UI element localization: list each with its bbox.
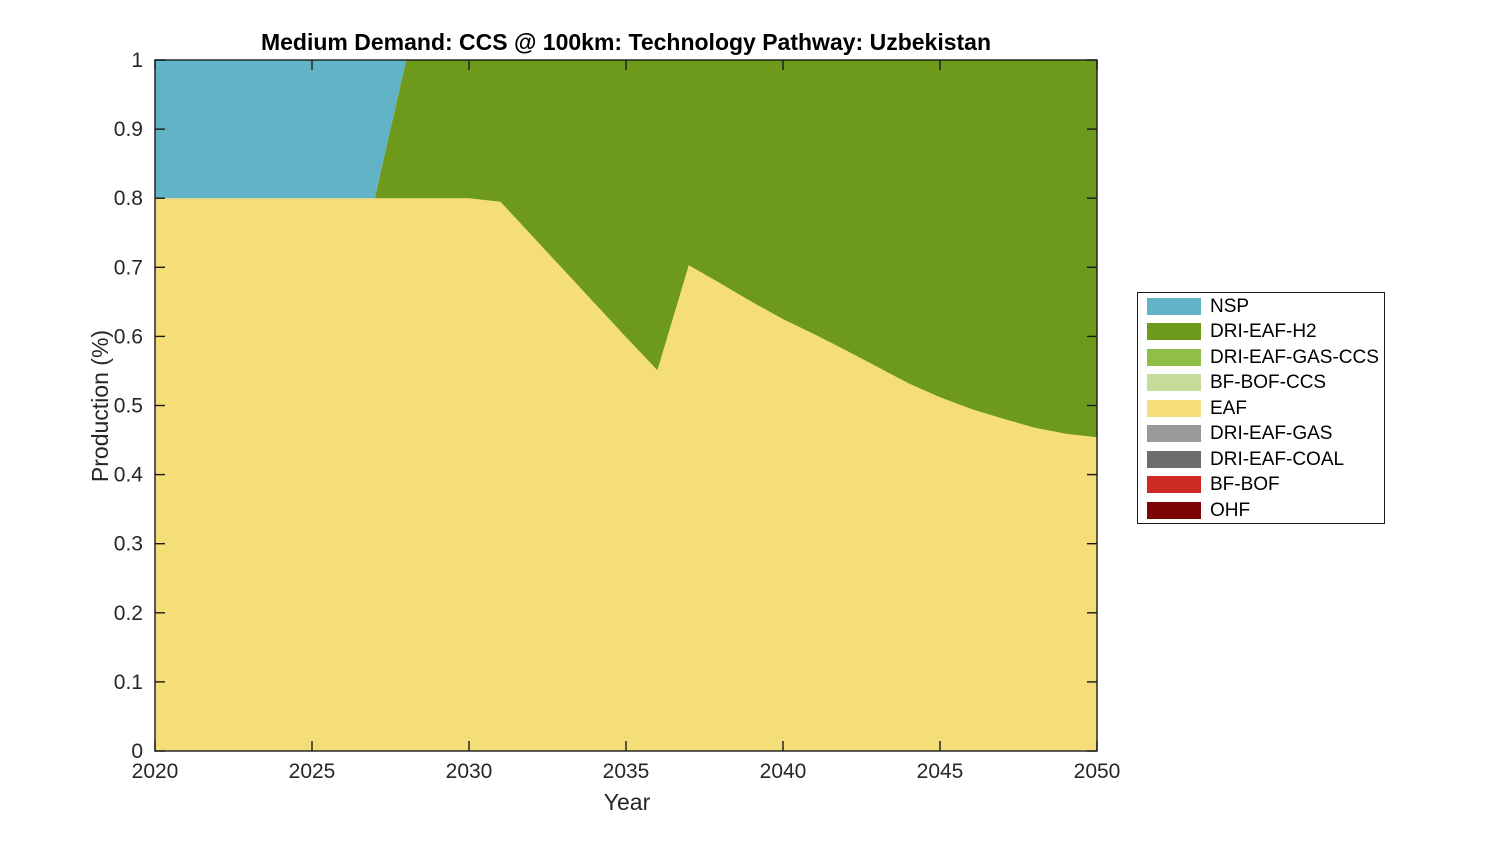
y-tick-label: 0.5 <box>114 395 143 418</box>
legend-swatch <box>1147 501 1201 519</box>
legend-item-DRI-EAF-COAL: DRI-EAF-COAL <box>1138 446 1384 472</box>
y-tick-label: 0.6 <box>114 325 143 348</box>
y-tick-label: 1 <box>131 49 143 72</box>
area-series-group <box>155 60 1097 751</box>
legend-label: NSP <box>1210 295 1250 317</box>
x-tick-label: 2045 <box>917 760 964 783</box>
legend-item-OHF: OHF <box>1138 497 1384 523</box>
legend-swatch <box>1147 425 1201 442</box>
legend-swatch <box>1147 374 1201 391</box>
x-tick-label: 2035 <box>603 760 650 783</box>
chart-title: Medium Demand: CCS @ 100km: Technology P… <box>261 29 991 55</box>
legend-item-DRI-EAF-H2: DRI-EAF-H2 <box>1138 319 1384 345</box>
legend-label: EAF <box>1210 397 1247 419</box>
x-tick-label: 2020 <box>132 760 179 783</box>
legend-label: DRI-EAF-GAS <box>1210 423 1333 444</box>
y-tick-label: 0 <box>131 740 143 763</box>
x-tick-label: 2030 <box>446 760 493 783</box>
legend-label: DRI-EAF-COAL <box>1210 448 1345 470</box>
legend-item-DRI-EAF-GAS: DRI-EAF-GAS <box>1138 421 1384 447</box>
y-tick-labels-group: 0 0.1 0.2 0.3 0.4 0.5 0.6 0.7 0.8 0.9 1 <box>114 49 144 763</box>
area-DRI-EAF-H2 <box>155 60 1097 438</box>
x-tick-label: 2040 <box>760 760 807 783</box>
x-tick-label: 2025 <box>289 760 336 783</box>
y-tick-label: 0.7 <box>114 256 143 279</box>
y-tick-label: 0.8 <box>114 187 143 210</box>
plot-border <box>154 59 1098 752</box>
legend-label: BF-BOF <box>1210 474 1280 495</box>
y-tick-label: 0.1 <box>114 671 143 694</box>
legend-item-BF-BOF-CCS: BF-BOF-CCS <box>1138 370 1384 396</box>
area-NSP <box>155 60 1097 199</box>
legend-swatch <box>1147 348 1201 366</box>
legend-swatch <box>1147 323 1201 340</box>
legend-box: NSP DRI-EAF-H2 DRI-EAF-GAS-CCS BF-BOF-CCS EA… <box>1137 292 1385 524</box>
y-tick-label: 0.9 <box>114 118 143 141</box>
legend-item-NSP: NSP <box>1138 293 1384 319</box>
legend-item-DRI-EAF-GAS-CCS: DRI-EAF-GAS-CCS <box>1138 344 1384 370</box>
x-tick-labels-group: 2020 2025 2030 2035 2040 2045 2050 <box>132 760 1121 783</box>
legend-label: DRI-EAF-H2 <box>1210 321 1317 342</box>
legend-item-EAF: EAF <box>1138 395 1384 421</box>
y-axis-label: Production (%) <box>87 330 113 482</box>
x-tick-label: 2050 <box>1074 760 1121 783</box>
legend-swatch <box>1147 450 1201 468</box>
legend-swatch <box>1147 297 1201 315</box>
y-tick-label: 0.4 <box>114 464 144 487</box>
y-tick-label: 0.2 <box>114 602 143 625</box>
area-EAF <box>155 198 1097 751</box>
legend-swatch <box>1147 399 1201 417</box>
x-axis-label: Year <box>604 789 651 815</box>
legend-item-BF-BOF: BF-BOF <box>1138 472 1384 498</box>
legend-swatch <box>1147 476 1201 493</box>
y-tick-label: 0.3 <box>114 533 143 556</box>
legend-label: DRI-EAF-GAS-CCS <box>1210 346 1379 368</box>
legend-label: OHF <box>1210 499 1251 521</box>
legend-label: BF-BOF-CCS <box>1210 372 1327 393</box>
